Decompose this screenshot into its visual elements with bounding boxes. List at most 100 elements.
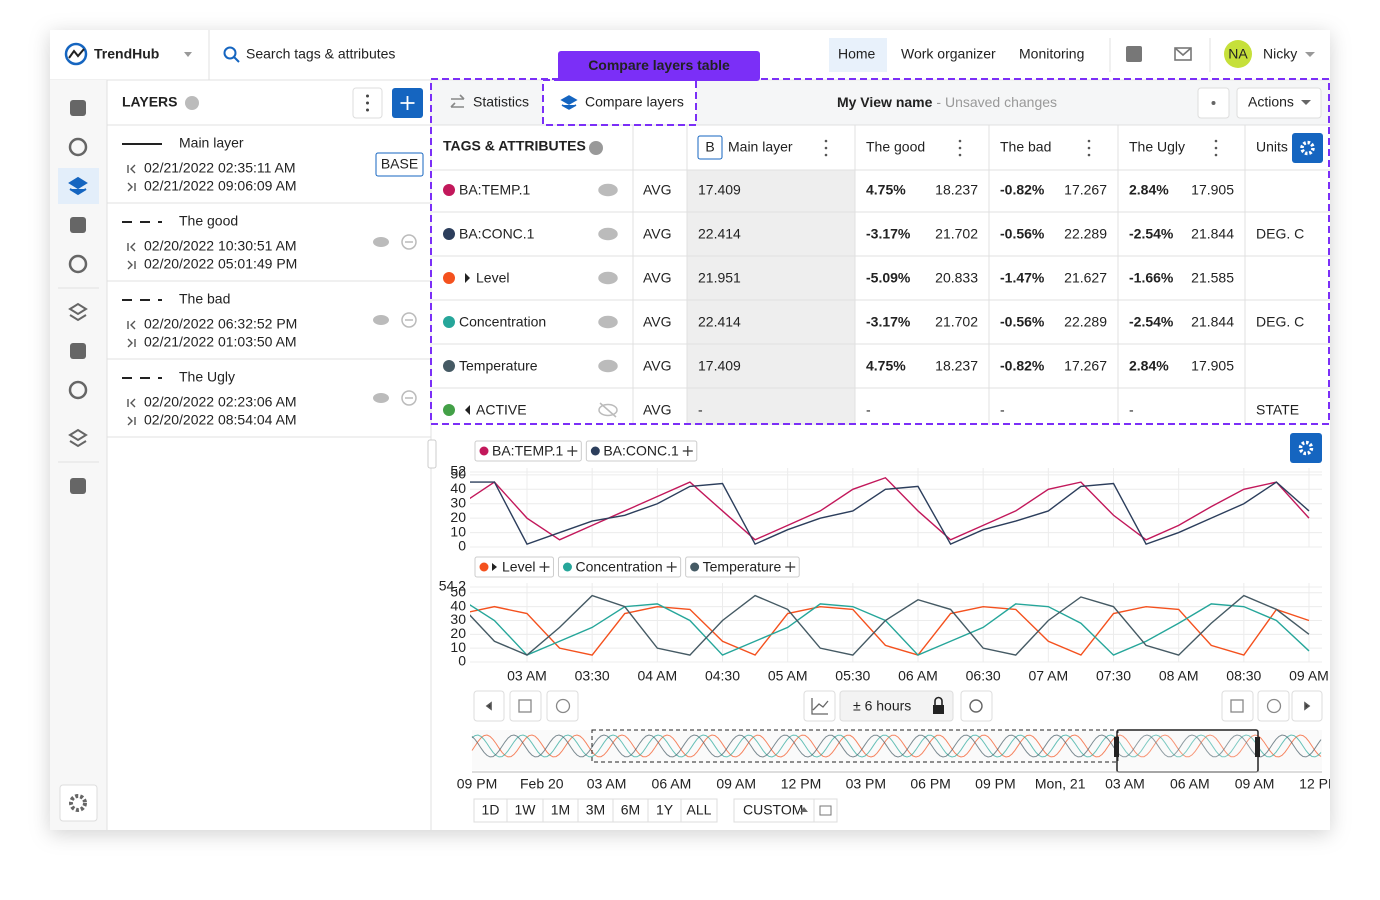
range-label: 1M [551, 802, 570, 818]
dot [366, 95, 369, 98]
change-pct: -1.47% [1000, 270, 1045, 286]
dot [1088, 140, 1091, 143]
nav-item[interactable]: Monitoring [1019, 46, 1084, 62]
range-label: 1Y [656, 802, 674, 818]
visibility-icon[interactable] [599, 361, 617, 372]
tag-dot [443, 228, 455, 240]
visibility-icon[interactable] [599, 229, 617, 240]
navigator-label: 09 AM [716, 776, 756, 792]
visibility-icon[interactable] [599, 185, 617, 196]
time-window[interactable]: ± 6 hours [853, 698, 911, 714]
legend-label: Concentration [575, 559, 662, 575]
nav-item[interactable]: Work organizer [901, 46, 996, 62]
tag-name: ACTIVE [476, 402, 527, 418]
clock-button[interactable] [1258, 691, 1289, 721]
view-name: My View name [837, 94, 933, 110]
aggregation: AVG [643, 402, 672, 418]
tag-name: Level [476, 270, 509, 286]
main-value: 17.409 [698, 182, 741, 198]
x-tick-label: 04:30 [705, 668, 740, 684]
change-pct: 2.84% [1129, 182, 1169, 198]
layer-start: 02/20/2022 10:30:51 AM [144, 238, 297, 254]
x-tick-label: 03 AM [507, 668, 547, 684]
main-value: 22.414 [698, 314, 741, 330]
y-tick-label: 40 [450, 597, 466, 613]
navigator-label: 03 AM [1105, 776, 1145, 792]
y-tick-label: 52 [450, 463, 466, 479]
chart-settings[interactable] [1290, 433, 1322, 463]
x-tick-label: 03:30 [575, 668, 610, 684]
tag-dot [443, 404, 455, 416]
change-pct: -3.17% [866, 226, 911, 242]
layer-start: 02/20/2022 06:32:52 PM [144, 316, 297, 332]
y-tick-label: 10 [450, 523, 466, 539]
layer-end: 02/21/2022 09:06:09 AM [144, 178, 297, 194]
history-button[interactable] [961, 691, 992, 721]
tag-dot [443, 184, 455, 196]
dot [959, 154, 962, 157]
help-icon[interactable] [1126, 46, 1142, 62]
layer-value: 21.844 [1191, 314, 1234, 330]
dot [1215, 147, 1218, 150]
units: DEG. C [1256, 314, 1304, 330]
layer-value: - [1129, 402, 1134, 418]
visibility-icon[interactable] [599, 273, 617, 284]
dot [1215, 140, 1218, 143]
rail-icon[interactable] [70, 217, 86, 233]
change-pct: -0.82% [1000, 182, 1045, 198]
nav-item[interactable]: Home [838, 46, 876, 62]
tab[interactable]: Statistics [473, 94, 529, 110]
column-header: Units [1256, 139, 1288, 155]
rail-settings[interactable] [60, 785, 97, 821]
clock-button[interactable] [547, 691, 578, 721]
change-pct: 4.75% [866, 358, 906, 374]
search-input[interactable]: Search tags & attributes [246, 46, 395, 62]
change-pct: -0.82% [1000, 358, 1045, 374]
base-badge-text: B [705, 139, 714, 155]
legend-dot [480, 447, 489, 456]
navigator-selection[interactable] [1117, 730, 1258, 772]
y-tick-label: 54.2 [439, 578, 466, 594]
dot [1088, 147, 1091, 150]
calendar-button[interactable] [510, 691, 541, 721]
view-status: - Unsaved changes [936, 94, 1057, 110]
user-name[interactable]: Nicky [1263, 46, 1297, 62]
range-label: ALL [687, 802, 712, 818]
legend-label: Temperature [703, 559, 782, 575]
visibility-icon[interactable] [373, 393, 389, 403]
calendar-button[interactable] [1222, 691, 1253, 721]
navigator-label: 06 AM [652, 776, 692, 792]
custom-edit[interactable] [814, 799, 837, 822]
x-tick-label: 04 AM [637, 668, 677, 684]
x-tick-label: 09 AM [1289, 668, 1329, 684]
settings-button[interactable] [1292, 133, 1323, 163]
navigator-label: 12 PM [1299, 776, 1339, 792]
splitter[interactable] [428, 440, 436, 468]
handle[interactable] [1255, 737, 1260, 757]
navigator-label: 06 AM [1170, 776, 1210, 792]
visibility-icon[interactable] [373, 237, 389, 247]
navigator-label: Feb 20 [520, 776, 564, 792]
layer-start: 02/21/2022 02:35:11 AM [144, 160, 296, 176]
rail-icon[interactable] [70, 478, 86, 494]
visibility-icon[interactable] [373, 315, 389, 325]
visibility-icon[interactable] [599, 317, 617, 328]
layer-value: 21.627 [1064, 270, 1107, 286]
chart-button[interactable] [804, 691, 835, 721]
layer-name: The Ugly [179, 369, 235, 385]
handle[interactable] [1114, 737, 1119, 757]
rail-icon[interactable] [70, 100, 86, 116]
help-icon [589, 141, 603, 155]
units: DEG. C [1256, 226, 1304, 242]
main-value: - [698, 402, 703, 418]
change-pct: 2.84% [1129, 358, 1169, 374]
dot [825, 154, 828, 157]
main-value: 17.409 [698, 358, 741, 374]
legend-label: BA:TEMP.1 [492, 443, 564, 459]
tab[interactable]: Compare layers [585, 94, 684, 110]
aggregation: AVG [643, 270, 672, 286]
lock-icon[interactable] [933, 705, 944, 714]
rail-icon[interactable] [70, 343, 86, 359]
change-pct: -1.66% [1129, 270, 1174, 286]
